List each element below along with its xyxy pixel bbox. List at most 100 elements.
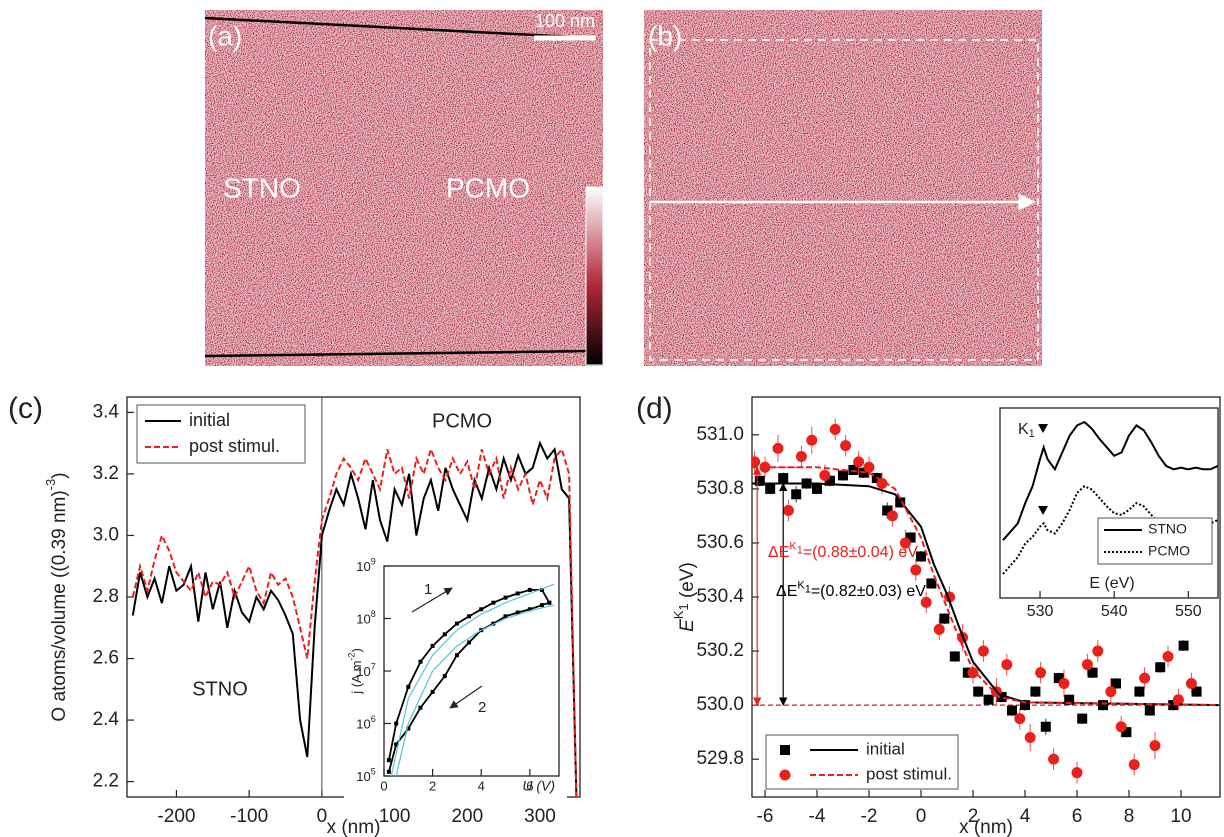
data-point <box>1105 686 1117 698</box>
data-point <box>977 645 989 657</box>
data-point <box>886 510 898 522</box>
legend-marker <box>779 769 791 781</box>
data-point <box>406 684 411 689</box>
annotation-part: 1 <box>805 584 811 596</box>
data-point <box>1178 640 1189 651</box>
data-point <box>418 659 423 664</box>
data-point <box>430 643 435 648</box>
data-point <box>949 651 960 662</box>
y-axis-title-part: (eV) <box>677 562 698 603</box>
y-axis-title-part: K <box>671 610 686 619</box>
data-point <box>825 475 835 486</box>
y-tick-label: 108 <box>356 609 375 627</box>
y-tick-label: 531.0 <box>696 424 744 445</box>
data-point <box>386 769 391 774</box>
x-tick-label: 10 <box>1170 806 1191 827</box>
x-axis-title: E (eV) <box>1089 575 1134 592</box>
data-point <box>765 483 776 494</box>
y-tick-label-part: 8 <box>371 609 376 619</box>
x-tick-label: 6 <box>1072 806 1083 827</box>
data-point <box>916 551 926 562</box>
data-point <box>1087 667 1098 678</box>
y-axis-title-part: E <box>677 619 698 632</box>
data-point <box>406 726 411 731</box>
scale-bar-label: 100 nm <box>535 11 595 31</box>
colorbar <box>585 186 604 366</box>
data-point <box>996 692 1007 702</box>
legend-box <box>765 734 959 790</box>
annotation: 2 <box>478 699 486 716</box>
data-point <box>778 473 789 484</box>
annotation-part: 1 <box>797 545 803 557</box>
x-tick-label: 4 <box>1020 806 1031 827</box>
fit-line <box>752 466 1220 707</box>
data-point <box>503 595 508 600</box>
data-point <box>806 434 818 446</box>
y-tick-label-part: 10 <box>356 664 370 679</box>
y-axis-title-part: -3 <box>43 479 58 491</box>
x-tick-label: -100 <box>230 806 268 827</box>
plot-layer <box>752 418 1220 784</box>
y-tick-label-part: 10 <box>356 769 370 784</box>
data-point <box>1134 686 1145 697</box>
legend-label: STNO <box>1148 521 1187 537</box>
data-point <box>973 686 984 697</box>
x-axis-title: x (nm) <box>327 817 381 837</box>
y-tick-label: 2.4 <box>93 709 120 730</box>
y-tick-label: 2.8 <box>93 586 119 607</box>
x-tick-label: -2 <box>861 806 878 827</box>
data-point <box>752 456 761 468</box>
annotation-part: K <box>1018 421 1029 438</box>
y-axis-title-part: -2 <box>347 653 357 661</box>
data-point <box>1162 650 1174 662</box>
y-tick-label: 106 <box>356 714 375 732</box>
x-tick-label: 4 <box>478 778 485 793</box>
data-point <box>1111 678 1121 689</box>
data-point <box>442 674 447 679</box>
x-tick-label: 6 <box>526 778 533 793</box>
data-point <box>442 632 447 637</box>
panel-label: (d) <box>636 392 673 425</box>
y-axis-title-part: ) <box>49 472 70 478</box>
arrow <box>449 685 483 709</box>
panel-label: (b) <box>648 20 682 51</box>
inset-background <box>344 558 567 804</box>
data-point <box>863 461 875 473</box>
data-point <box>1144 705 1155 716</box>
data-point <box>983 694 994 705</box>
data-point <box>1115 721 1127 733</box>
y-tick-label: 530.8 <box>696 478 744 499</box>
data-point <box>819 469 831 481</box>
region-label: PCMO <box>446 172 530 203</box>
x-axis-title: x (nm) <box>959 817 1013 837</box>
data-point <box>939 613 950 624</box>
data-point <box>967 667 979 679</box>
y-tick-label: 109 <box>356 557 375 575</box>
x-tick-label: 8 <box>1124 806 1135 827</box>
x-tick-label: 2 <box>968 806 979 827</box>
x-tick-label: -6 <box>757 806 774 827</box>
legend-label: initial <box>866 739 905 758</box>
annotation: 1 <box>424 581 432 598</box>
data-point <box>933 623 945 635</box>
series-line <box>131 440 578 798</box>
annotation-part: K <box>797 579 805 591</box>
data-point <box>1191 686 1202 697</box>
data-point <box>1001 659 1013 671</box>
data-point <box>910 564 922 576</box>
x-tick-label: -200 <box>157 806 195 827</box>
series-line <box>131 446 578 798</box>
annotation: STNO <box>192 678 248 700</box>
y-tick-label: 530.2 <box>696 640 744 661</box>
data-point <box>1053 673 1064 684</box>
data-point <box>491 600 496 605</box>
fit-line <box>752 482 1220 707</box>
data-point <box>418 705 423 710</box>
data-point <box>1030 686 1041 697</box>
x-tick-label: 100 <box>379 806 411 827</box>
data-point <box>1020 700 1030 711</box>
y-axis-title-part: 1 <box>677 603 692 610</box>
data-point <box>394 721 399 726</box>
data-point <box>539 603 544 608</box>
annotation-part: ΔE <box>768 544 789 561</box>
